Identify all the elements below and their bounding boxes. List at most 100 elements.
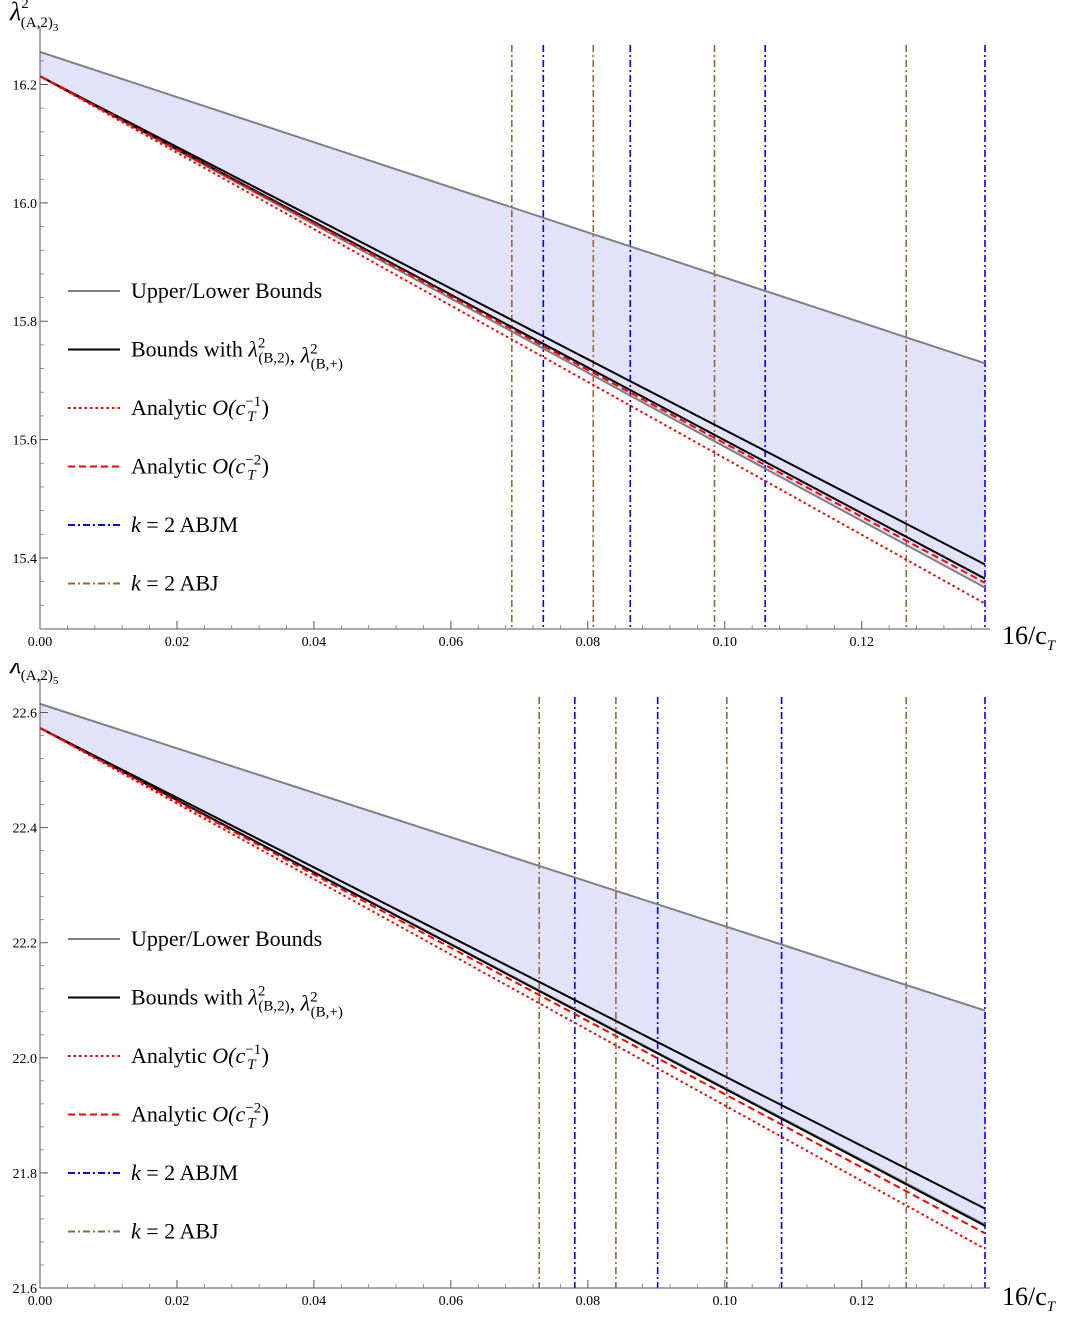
y-tick-label: 16.0 xyxy=(13,197,38,212)
y-label-subsub: 3 xyxy=(53,22,59,34)
x-tick-label: 0.00 xyxy=(28,1294,53,1309)
legend-label: Upper/Lower Bounds xyxy=(131,926,322,951)
y-label-sub: (A,2) xyxy=(21,668,53,684)
series-line-0-0 xyxy=(39,51,986,365)
y-tick-label: 15.4 xyxy=(13,552,38,567)
y-tick-label: 22.4 xyxy=(13,822,38,837)
legend-label-text: = 2 ABJM xyxy=(141,512,238,537)
y-tick-label: 22.2 xyxy=(13,937,38,952)
legend-label: k = 2 ABJ xyxy=(131,571,219,596)
legend-k: k xyxy=(131,512,142,537)
series-line-1-0 xyxy=(39,75,986,566)
legend-math: O(c xyxy=(212,454,245,479)
y-tick-label: 16.2 xyxy=(13,79,38,94)
y-label-sup: 2 xyxy=(21,663,29,665)
legend-label-text: Upper/Lower Bounds xyxy=(131,278,322,303)
legend-sub: (B,2) xyxy=(258,351,289,367)
legend-sub: (B,2) xyxy=(258,999,289,1015)
legend-label-text: = 2 ABJ xyxy=(141,1219,219,1244)
legend-lambda: λ xyxy=(247,985,258,1010)
legend-sub: (B,+) xyxy=(311,1005,343,1021)
legend-label-text: Analytic xyxy=(131,395,212,420)
legend-sep: , xyxy=(290,991,301,1016)
series-line-3-0 xyxy=(39,727,986,1235)
y-tick-label: 22.0 xyxy=(13,1052,38,1067)
legend-sup: −2 xyxy=(245,1101,261,1117)
legend-k: k xyxy=(131,1160,142,1185)
y-label-sub: (A,2) xyxy=(21,15,53,31)
legend-math: O(c xyxy=(212,1102,245,1127)
x-label-text: 16/c xyxy=(1002,1282,1047,1311)
x-tick-label: 0.12 xyxy=(849,1294,874,1309)
legend-math: O(c xyxy=(212,395,245,420)
legend-label: Bounds with λ2 (B,2), λ2 (B,+) xyxy=(131,336,343,373)
legend-lambda: λ xyxy=(247,337,258,362)
x-tick-label: 0.02 xyxy=(165,1294,190,1309)
legend-sup: −1 xyxy=(245,394,261,410)
legend-close: ) xyxy=(262,1043,269,1068)
y-axis-label: λ2 (A,2)3 xyxy=(9,0,59,34)
y-label-sup: 2 xyxy=(21,0,29,12)
legend-label-text: Analytic xyxy=(131,454,212,479)
legend-close: ) xyxy=(262,395,269,420)
legend-lambda: λ xyxy=(300,991,311,1016)
x-tick-label: 0.12 xyxy=(849,635,874,650)
x-tick-label: 0.00 xyxy=(28,635,53,650)
legend-k: k xyxy=(131,571,142,596)
x-label-sub: T xyxy=(1047,638,1057,654)
legend-sup: 2 xyxy=(258,336,266,352)
x-tick-label: 0.02 xyxy=(165,635,190,650)
legend-sup: 2 xyxy=(258,984,266,1000)
legend-label-text: Analytic xyxy=(131,1102,212,1127)
legend-sup: 2 xyxy=(310,342,318,358)
x-axis-label: 16/cT xyxy=(1002,1282,1057,1315)
chart-top: 0.00 0.02 0.04 0.06 0.08 0.10 0.12 15.4 15.6 15.8… xyxy=(9,0,1057,654)
legend-sub: (B,+) xyxy=(311,357,343,373)
series-line-3-0 xyxy=(39,75,986,584)
legend-label: Analytic O(c−1 T) xyxy=(131,394,269,425)
legend-math: O(c xyxy=(212,1043,245,1068)
legend-label: k = 2 ABJM xyxy=(131,1160,238,1185)
x-tick-label: 0.04 xyxy=(302,1294,327,1309)
legend-sub: T xyxy=(247,468,257,484)
y-axis-label: λ2 (A,2)5 xyxy=(9,663,59,687)
x-label-sub: T xyxy=(1047,1299,1057,1315)
y-label-lambda: λ xyxy=(9,0,21,26)
x-tick-label: 0.04 xyxy=(302,635,327,650)
x-tick-label: 0.10 xyxy=(713,1294,738,1309)
x-tick-label: 0.06 xyxy=(439,1294,464,1309)
legend-label-text: Bounds with xyxy=(131,985,248,1010)
legend-label: Bounds with λ2 (B,2), λ2 (B,+) xyxy=(131,984,343,1021)
legend-label-text: Upper/Lower Bounds xyxy=(131,926,322,951)
legend-label: k = 2 ABJM xyxy=(131,512,238,537)
chart-bottom: 0.00 0.02 0.04 0.06 0.08 0.10 0.12 21.6 21.8 22.0… xyxy=(9,663,1057,1315)
y-tick-label: 21.8 xyxy=(13,1167,38,1182)
legend: Upper/Lower Bounds Bounds with λ2 (B,2), λ… xyxy=(68,278,343,596)
x-label-text: 16/c xyxy=(1002,621,1047,650)
x-tick-label: 0.08 xyxy=(576,1294,601,1309)
legend-k: k xyxy=(131,1219,142,1244)
legend-label: Analytic O(c−1 T) xyxy=(131,1042,269,1073)
legend-label-text: Analytic xyxy=(131,1043,212,1068)
legend-sup: −2 xyxy=(245,453,261,469)
legend-label: Analytic O(c−2 T) xyxy=(131,453,269,484)
x-tick-label: 0.06 xyxy=(439,635,464,650)
y-tick-label: 15.6 xyxy=(13,434,38,449)
legend-sup: −1 xyxy=(245,1042,261,1058)
legend-label: k = 2 ABJ xyxy=(131,1219,219,1244)
legend-sub: T xyxy=(247,1057,257,1073)
legend-label: Analytic O(c−2 T) xyxy=(131,1101,269,1132)
x-axis-label: 16/cT xyxy=(1002,621,1057,654)
x-tick-label: 0.10 xyxy=(713,635,738,650)
series-line-1-0 xyxy=(39,727,986,1210)
series-line-0-0 xyxy=(39,702,986,1012)
legend-close: ) xyxy=(262,1102,269,1127)
legend-lambda: λ xyxy=(300,343,311,368)
legend-sub: T xyxy=(247,409,257,425)
allowed-region xyxy=(40,703,985,1225)
legend-sup: 2 xyxy=(310,990,318,1006)
legend-sub: T xyxy=(247,1116,257,1132)
y-label-subsub: 5 xyxy=(53,675,59,687)
